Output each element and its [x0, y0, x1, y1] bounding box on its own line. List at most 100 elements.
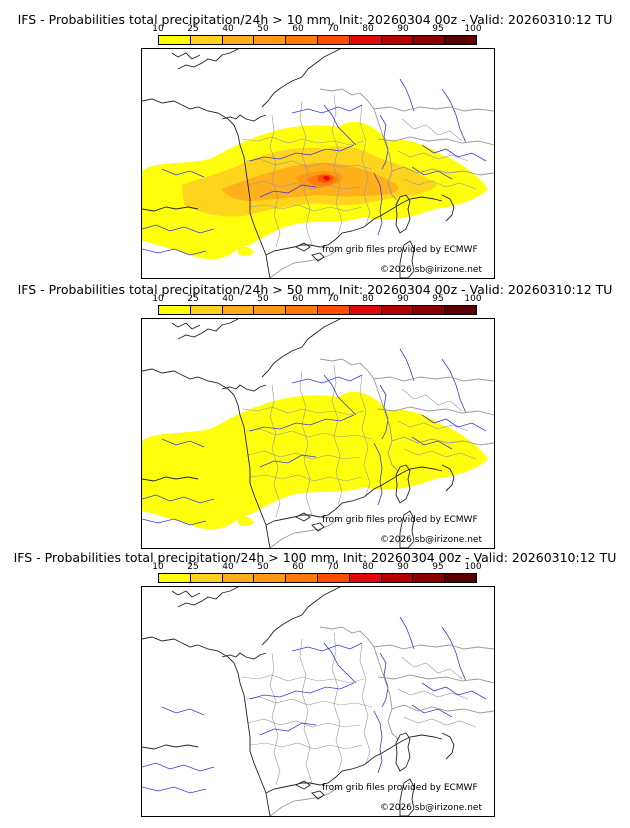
- scale-swatch-60: [286, 574, 318, 582]
- river-11: [142, 518, 207, 526]
- precipitation-map[interactable]: from grib files provided by ECMWF ©2026 …: [141, 586, 495, 817]
- precip-area-10-7: [154, 498, 176, 510]
- scale-label-10: 10: [152, 562, 164, 572]
- department-boundary-3: [249, 474, 363, 482]
- coastline-7: [441, 194, 455, 222]
- river-5: [323, 104, 357, 146]
- river-9: [411, 704, 453, 718]
- department-boundary-6: [331, 632, 343, 774]
- scale-swatch-60: [286, 36, 318, 44]
- department-boundary-4: [269, 384, 281, 518]
- coastline-4: [177, 587, 239, 608]
- scale-label-50: 50: [257, 294, 269, 304]
- department-boundary-4: [269, 114, 281, 248]
- department-boundary-2: [247, 180, 361, 190]
- color-scale-bar: [158, 573, 477, 583]
- scale-label-25: 25: [187, 24, 199, 34]
- department-boundary-7: [359, 642, 371, 764]
- department-boundary-2: [247, 450, 361, 460]
- coastline-3: [221, 384, 267, 392]
- scale-label-50: 50: [257, 24, 269, 34]
- river-9: [411, 166, 453, 180]
- department-boundary-0: [241, 136, 365, 146]
- coastline-7: [441, 464, 455, 492]
- scale-swatch-40: [222, 36, 255, 44]
- river-0: [249, 682, 355, 700]
- national-border-0: [269, 786, 339, 816]
- credit-source: from grib files provided by ECMWF: [322, 245, 478, 255]
- department-boundary-3: [249, 742, 363, 750]
- color-scale-labels: 10 25 40 50 60 70 80 90 95 100: [152, 24, 482, 34]
- scale-label-100: 100: [464, 24, 482, 34]
- credit-copyright: ©2026 sb@irizone.net: [380, 803, 482, 813]
- coastline-5: [171, 322, 201, 330]
- coastline-2: [261, 319, 341, 378]
- scale-label-80: 80: [362, 294, 374, 304]
- river-1: [291, 104, 363, 114]
- department-boundary-8: [401, 656, 463, 680]
- coastline-4: [177, 49, 239, 70]
- river-1: [291, 374, 363, 384]
- scale-label-60: 60: [292, 294, 304, 304]
- river-7: [441, 88, 467, 144]
- river-6: [399, 78, 415, 112]
- coastline-6: [142, 206, 199, 212]
- balearic-island-0: [294, 780, 311, 790]
- coastline-5: [171, 52, 201, 60]
- national-border-4: [391, 166, 494, 176]
- national-border-2: [373, 106, 494, 112]
- national-border-2: [373, 376, 494, 382]
- river-1: [291, 642, 363, 652]
- scale-label-90: 90: [397, 24, 409, 34]
- scale-label-100: 100: [464, 294, 482, 304]
- scale-swatch-40: [222, 306, 255, 314]
- scale-label-70: 70: [327, 24, 339, 34]
- map-canvas: [142, 49, 494, 278]
- credit-source: from grib files provided by ECMWF: [322, 783, 478, 793]
- scale-label-95: 95: [432, 24, 444, 34]
- panel-title: IFS - Probabilities total precipitation/…: [13, 550, 617, 565]
- panel-title: IFS - Probabilities total precipitation/…: [17, 282, 613, 297]
- river-5: [323, 642, 357, 684]
- map-canvas: [142, 319, 494, 548]
- river-8: [421, 144, 487, 162]
- scale-label-60: 60: [292, 562, 304, 572]
- river-11: [142, 786, 207, 794]
- department-boundary-7: [359, 374, 371, 496]
- balearic-island-1: [311, 790, 325, 800]
- department-boundary-1: [245, 158, 373, 170]
- coastline-0: [142, 368, 271, 548]
- scale-label-25: 25: [187, 562, 199, 572]
- scale-swatch-95: [413, 574, 446, 582]
- scale-swatch-50: [254, 574, 287, 582]
- coastline-3: [221, 652, 267, 660]
- department-boundary-2: [247, 718, 361, 728]
- coastline-6: [142, 476, 199, 482]
- scale-swatch-80: [349, 574, 382, 582]
- scale-swatch-10: [159, 36, 191, 44]
- scale-swatch-40: [222, 574, 255, 582]
- river-3: [379, 114, 389, 170]
- department-boundary-8: [401, 388, 463, 412]
- precipitation-map[interactable]: from grib files provided by ECMWF ©2026 …: [141, 318, 495, 549]
- scale-label-10: 10: [152, 24, 164, 34]
- river-10: [142, 494, 215, 504]
- balearic-island-0: [294, 512, 311, 522]
- color-scale-labels: 10 25 40 50 60 70 80 90 95 100: [152, 294, 482, 304]
- scale-swatch-95: [413, 306, 446, 314]
- river-6: [399, 348, 415, 382]
- color-scale-labels: 10 25 40 50 60 70 80 90 95 100: [152, 562, 481, 572]
- river-4: [259, 184, 317, 198]
- department-boundary-4: [269, 652, 281, 786]
- river-11: [142, 248, 207, 256]
- precip-area-10-0: [142, 391, 488, 530]
- national-border-3: [377, 406, 494, 416]
- forecast-panel-100mm: IFS - Probabilities total precipitation/…: [0, 538, 630, 817]
- scale-swatch-50: [254, 36, 287, 44]
- scale-swatch-60: [286, 306, 318, 314]
- river-9: [411, 436, 453, 450]
- scale-swatch-70: [317, 574, 350, 582]
- river-4: [259, 454, 317, 468]
- precipitation-map[interactable]: from grib files provided by ECMWF ©2026 …: [141, 48, 495, 279]
- corsica-outline: [395, 194, 411, 234]
